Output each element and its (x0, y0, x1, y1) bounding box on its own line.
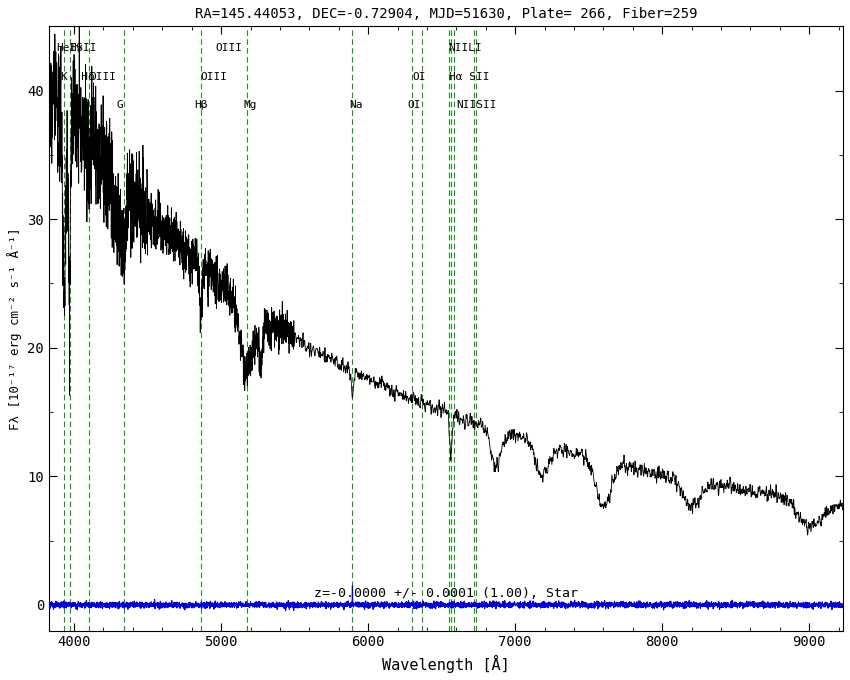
Text: Hγ: Hγ (70, 43, 83, 53)
Text: z=-0.0000 +/- 0.0001 (1.00), Star: z=-0.0000 +/- 0.0001 (1.00), Star (314, 588, 578, 600)
Text: HeISII: HeISII (56, 43, 97, 53)
Text: OI: OI (408, 100, 422, 109)
Text: Na: Na (349, 100, 363, 109)
Text: G: G (116, 100, 123, 109)
Text: Hβ: Hβ (195, 100, 208, 109)
X-axis label: Wavelength [Å]: Wavelength [Å] (382, 655, 510, 673)
Title: RA=145.44053, DEC=-0.72904, MJD=51630, Plate= 266, Fiber=259: RA=145.44053, DEC=-0.72904, MJD=51630, P… (195, 7, 697, 21)
Text: H: H (50, 100, 57, 109)
Text: OI: OI (412, 72, 426, 82)
Text: Hα SII: Hα SII (449, 72, 490, 82)
Text: NIILI: NIILI (449, 43, 483, 53)
Text: OIII: OIII (89, 72, 116, 82)
Y-axis label: Fλ [10⁻¹⁷ erg cm⁻² s⁻¹ Å⁻¹]: Fλ [10⁻¹⁷ erg cm⁻² s⁻¹ Å⁻¹] (7, 227, 22, 430)
Text: NIISII: NIISII (456, 100, 497, 109)
Text: Mg: Mg (243, 100, 257, 109)
Text: OIII: OIII (201, 72, 228, 82)
Text: OIII: OIII (215, 43, 242, 53)
Text: K  Hδ: K Hδ (61, 72, 94, 82)
